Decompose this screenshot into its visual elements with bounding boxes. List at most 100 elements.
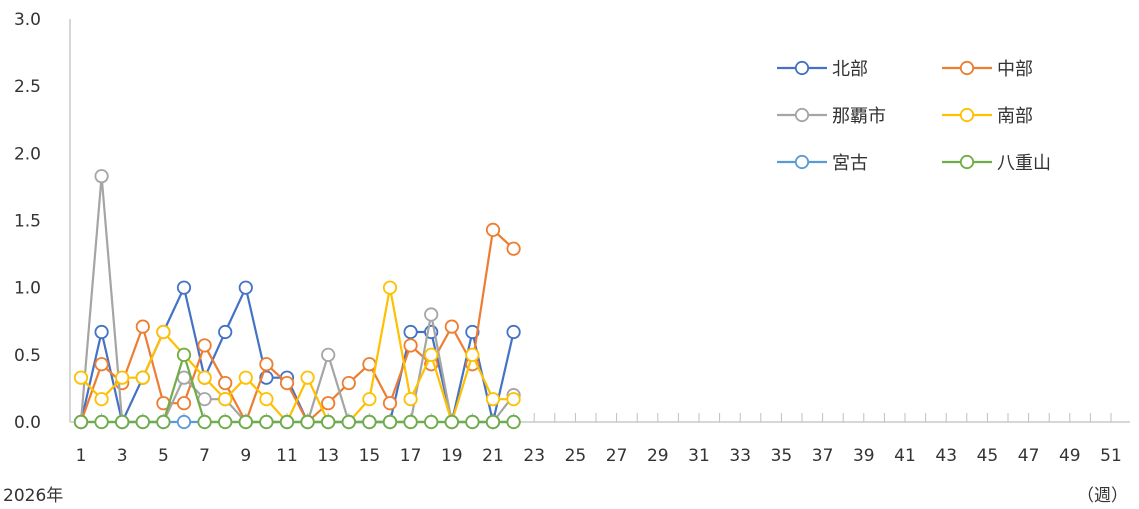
data-point [362, 392, 377, 407]
data-point [341, 414, 356, 430]
x-tick-label: 21 [482, 446, 504, 466]
data-point [279, 414, 295, 430]
x-tick-label: 31 [688, 446, 710, 466]
y-tick-label: 1.0 [14, 279, 41, 299]
y-tick-label: 2.0 [14, 144, 41, 164]
data-point [197, 392, 212, 407]
legend-marker [959, 154, 975, 170]
x-tick-label: 47 [1018, 446, 1040, 466]
data-point [115, 414, 130, 430]
data-point [156, 324, 171, 340]
legend-item: 宮古 [777, 153, 868, 174]
x-tick-label: 7 [199, 446, 210, 466]
data-point [73, 370, 89, 385]
series-0 [73, 280, 521, 430]
x-tick-label: 37 [812, 446, 834, 466]
x-tick-label: 11 [276, 446, 298, 466]
series-line [81, 353, 514, 424]
x-tick-label: 35 [771, 446, 793, 466]
data-point [176, 414, 192, 430]
data-point [197, 414, 212, 430]
series-2 [73, 169, 521, 430]
x-tick-label: 19 [441, 446, 463, 466]
x-tick-label: 13 [317, 446, 339, 466]
legend-label: 宮古 [832, 153, 868, 174]
y-tick-label: 1.5 [14, 212, 41, 232]
series-line [79, 228, 515, 424]
data-point [321, 396, 336, 411]
x-tick-labels: 1 3 5 7 9 11 13 15 17 19 21 23 25 27 29 31 33 35 37 39 41 43 4… [76, 446, 1122, 466]
data-point [321, 347, 336, 362]
data-point [506, 414, 521, 430]
y-tick-label: 0.0 [14, 413, 41, 433]
legend-label: 八重山 [997, 153, 1051, 174]
x-tick-label: 9 [240, 446, 251, 466]
x-tick-label: 1 [76, 446, 87, 466]
data-point [465, 347, 480, 362]
data-point [259, 414, 274, 430]
data-point [176, 396, 192, 411]
data-point [238, 280, 253, 295]
y-tick-label: 0.5 [14, 346, 41, 366]
data-point [238, 414, 253, 430]
data-point [506, 241, 521, 256]
x-tick-label: 5 [158, 446, 169, 466]
data-point [218, 414, 233, 430]
x-tick-label: 33 [729, 446, 751, 466]
data-point [135, 414, 150, 430]
data-point [506, 324, 521, 340]
data-point [424, 414, 439, 430]
data-point [259, 357, 274, 372]
x-axis-year-note: 2026年 [3, 486, 63, 506]
legend-marker [959, 107, 975, 123]
series-layer [73, 169, 521, 430]
data-point [218, 375, 233, 391]
y-tick-labels: 0.0 0.5 1.0 1.5 2.0 2.5 3.0 [14, 10, 41, 433]
data-point [218, 392, 233, 407]
data-point [238, 370, 253, 385]
x-tick-label: 41 [894, 446, 916, 466]
data-point [403, 392, 418, 407]
legend-label: 北部 [832, 59, 868, 80]
x-tick-label: 3 [117, 446, 128, 466]
legend-item: 北部 [777, 59, 868, 80]
data-point [300, 370, 315, 385]
data-point [485, 392, 501, 407]
x-tick-label: 45 [977, 446, 999, 466]
x-tick-label: 29 [647, 446, 669, 466]
legend-label: 南部 [997, 106, 1033, 127]
axes [69, 19, 1130, 423]
data-point [444, 414, 459, 430]
y-tick-label: 2.5 [14, 77, 41, 97]
legend-item: 南部 [942, 106, 1033, 127]
x-tick-label: 51 [1100, 446, 1122, 466]
data-point [279, 375, 295, 391]
data-point [382, 414, 398, 430]
data-point [135, 370, 150, 385]
legend-marker [794, 60, 810, 76]
series-line [79, 175, 515, 424]
data-point [362, 357, 377, 372]
legend-item: 中部 [942, 59, 1033, 80]
data-point [259, 392, 274, 407]
data-point [94, 392, 109, 407]
data-point [218, 324, 233, 340]
series-line [80, 286, 514, 424]
x-minor-ticks [80, 413, 1112, 422]
data-point [362, 414, 377, 430]
data-point [156, 414, 171, 430]
data-point [485, 222, 501, 238]
series-5 [73, 347, 521, 430]
data-point [94, 169, 109, 184]
legend-marker [794, 154, 810, 170]
data-point [197, 370, 212, 385]
data-point [506, 392, 521, 407]
legend-label: 中部 [997, 59, 1033, 80]
data-point [115, 370, 130, 385]
data-point [176, 370, 192, 385]
data-point [176, 347, 192, 362]
data-point [403, 338, 418, 353]
data-point [73, 414, 89, 430]
